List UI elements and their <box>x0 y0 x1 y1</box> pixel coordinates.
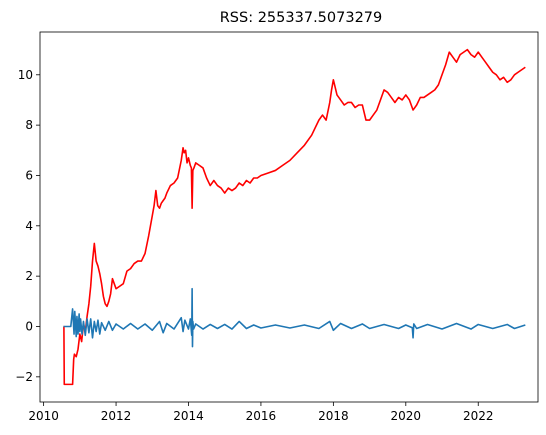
series-layer <box>63 48 526 386</box>
y-tick-label: 4 <box>25 219 33 233</box>
x-tick-label: 2014 <box>173 409 204 423</box>
x-tick-label: 2020 <box>391 409 422 423</box>
y-tick-label: 10 <box>18 68 33 82</box>
y-tick-label: −2 <box>15 370 33 384</box>
y-tick-label: 6 <box>25 168 33 182</box>
y-tick-label: 2 <box>25 269 33 283</box>
x-tick-label: 2016 <box>246 409 277 423</box>
y-tick-label: 0 <box>25 319 33 333</box>
plot-area: 2010 2012 2014 2016 2018 2020 2022 −2 0 2 4 6 8 10 <box>15 31 539 423</box>
x-tick-label: 2022 <box>463 409 494 423</box>
blue-series-line <box>63 287 526 348</box>
x-tick-label: 2012 <box>101 409 132 423</box>
x-axis: 2010 2012 2014 2016 2018 2020 2022 <box>28 402 494 423</box>
chart-title: RSS: 255337.5073279 <box>220 10 383 26</box>
axes-frame <box>39 31 539 403</box>
red-series-line <box>63 48 526 386</box>
y-axis: −2 0 2 4 6 8 10 <box>15 68 40 384</box>
x-tick-label: 2018 <box>318 409 349 423</box>
y-tick-label: 8 <box>25 118 33 132</box>
x-tick-label: 2010 <box>28 409 59 423</box>
